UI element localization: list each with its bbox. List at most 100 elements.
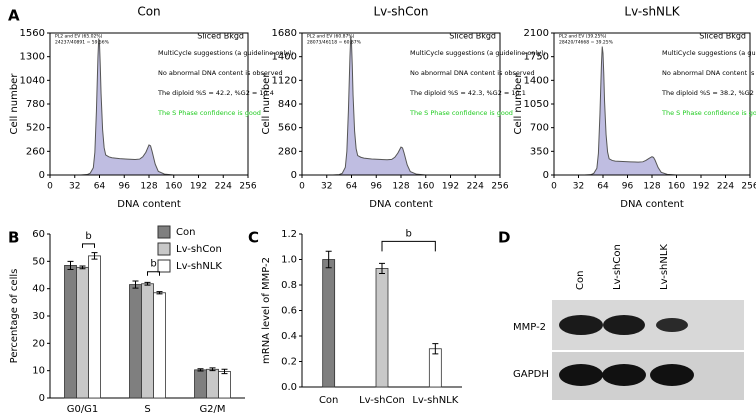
- y-tick-label: 350: [530, 146, 549, 157]
- x-tick-label: 32: [573, 182, 584, 192]
- x-tick-label: 224: [215, 182, 232, 192]
- x-tick-label: 192: [190, 182, 207, 192]
- y-tick-label: 0: [291, 170, 297, 181]
- panel-letter: D: [498, 229, 510, 247]
- curve: [80, 38, 174, 176]
- error-bar: [144, 281, 151, 286]
- band: [602, 364, 646, 386]
- x-tick-label: 32: [321, 182, 332, 192]
- bar: [88, 255, 101, 399]
- curve: [332, 36, 426, 176]
- bar: [322, 259, 336, 388]
- y-tick-label: 1.2: [281, 229, 297, 240]
- annotation: 28420/74668 = 39.25%: [559, 40, 614, 46]
- annotation: MultiCycle suggestions (a guideline only…: [410, 49, 546, 57]
- annotation: The diploid %S = 42.2, %G2 = 10.4: [157, 89, 274, 97]
- annotation: 24237/40891 = 59.56%: [55, 40, 110, 46]
- y-tick-label: 10: [32, 366, 45, 377]
- bar: [129, 284, 142, 399]
- band: [559, 315, 603, 335]
- annotation: No abnormal DNA content is observed: [662, 69, 756, 77]
- y-tick-label: 1040: [20, 75, 45, 86]
- y-tick-label: 260: [26, 146, 45, 157]
- bar: [64, 265, 77, 399]
- annotation: b: [150, 259, 156, 270]
- annotation: MultiCycle suggestions (a guideline only…: [158, 49, 294, 57]
- y-tick-label: 30: [32, 311, 45, 322]
- error-bar: [79, 265, 86, 270]
- annotation: PL2 and EV (60.87%): [307, 34, 355, 40]
- legend-swatch: [157, 225, 171, 239]
- x-axis-label: DNA content: [117, 199, 181, 210]
- legend-label: Con: [176, 227, 195, 238]
- x-tick-label: 64: [597, 182, 609, 192]
- x-tick-label: Lv-shNLK: [412, 395, 458, 406]
- band: [603, 315, 645, 335]
- x-tick-label: Con: [319, 395, 338, 406]
- x-tick-label: 64: [346, 182, 358, 192]
- error-bar: [197, 368, 204, 372]
- annotation: The S Phase confidence is good: [409, 109, 513, 117]
- error-bar: [325, 250, 332, 269]
- x-tick-label: 0: [299, 182, 305, 192]
- row-label: GAPDH: [513, 369, 549, 380]
- lane-label: Con: [575, 271, 586, 290]
- area-fill: [332, 36, 426, 175]
- annotation: Sliced Bkgd: [197, 32, 244, 41]
- error-bar: [221, 368, 228, 375]
- x-tick-label: 96: [371, 182, 383, 192]
- y-tick-label: 1050: [524, 99, 549, 110]
- y-tick-label: 60: [32, 229, 45, 240]
- y-tick-label: 2100: [524, 28, 549, 39]
- x-tick-label: 64: [94, 182, 106, 192]
- panel-letter: B: [8, 229, 19, 247]
- annotation: MultiCycle suggestions (a guideline only…: [662, 49, 756, 57]
- bar: [218, 371, 231, 399]
- panel-letter: A: [8, 7, 20, 25]
- bracket: [147, 271, 160, 276]
- legend-swatch: [157, 242, 171, 256]
- x-tick-label: 128: [392, 182, 409, 192]
- chart-title: Con: [137, 5, 160, 19]
- bar: [206, 368, 219, 399]
- y-tick-label: 1400: [524, 75, 549, 86]
- annotation: The diploid %S = 42.3, %G2 = 10.1: [409, 89, 526, 97]
- x-tick-label: 224: [717, 182, 734, 192]
- western-blot: Con Lv-shCon Lv-shNLK MMP-2 GAPDH: [513, 244, 744, 400]
- annotation: b: [85, 231, 91, 242]
- annotation: The diploid %S = 38.2, %G2 = 8.8: [661, 89, 756, 97]
- y-tick-label: 1560: [20, 28, 45, 39]
- y-axis-label: mRNA level of MMP-2: [261, 257, 272, 364]
- legend-label: Lv-shNLK: [176, 261, 222, 272]
- y-tick-label: 520: [26, 123, 45, 134]
- band: [559, 364, 603, 386]
- x-tick-label: 224: [467, 182, 484, 192]
- y-tick-label: 1750: [524, 52, 549, 63]
- chart-title: Lv-shNLK: [624, 5, 680, 19]
- x-tick-label: 0: [47, 182, 53, 192]
- x-tick-label: 0: [551, 182, 557, 192]
- y-tick-label: 0.6: [281, 306, 297, 317]
- chart-title: Lv-shCon: [374, 5, 429, 19]
- error-bar: [91, 252, 98, 260]
- row-label: MMP-2: [513, 322, 546, 333]
- y-tick-label: 20: [32, 338, 45, 349]
- x-tick-label: 96: [119, 182, 131, 192]
- annotation: Sliced Bkgd: [699, 32, 746, 41]
- bracket: [381, 240, 436, 252]
- annotation: The S Phase confidence is good: [157, 109, 261, 117]
- y-tick-label: 1.0: [281, 255, 297, 266]
- y-tick-label: 40: [32, 284, 45, 295]
- error-bar: [156, 291, 163, 295]
- error-bar: [132, 280, 139, 289]
- x-tick-label: 192: [442, 182, 459, 192]
- legend-label: Lv-shCon: [176, 244, 222, 255]
- x-tick-label: G0/G1: [67, 404, 99, 415]
- x-tick-label: 160: [668, 182, 685, 192]
- x-tick-label: 32: [69, 182, 80, 192]
- y-tick-label: 1300: [20, 52, 45, 63]
- x-tick-label: 128: [140, 182, 157, 192]
- legend-swatch: [157, 259, 171, 273]
- y-tick-label: 1400: [272, 52, 297, 63]
